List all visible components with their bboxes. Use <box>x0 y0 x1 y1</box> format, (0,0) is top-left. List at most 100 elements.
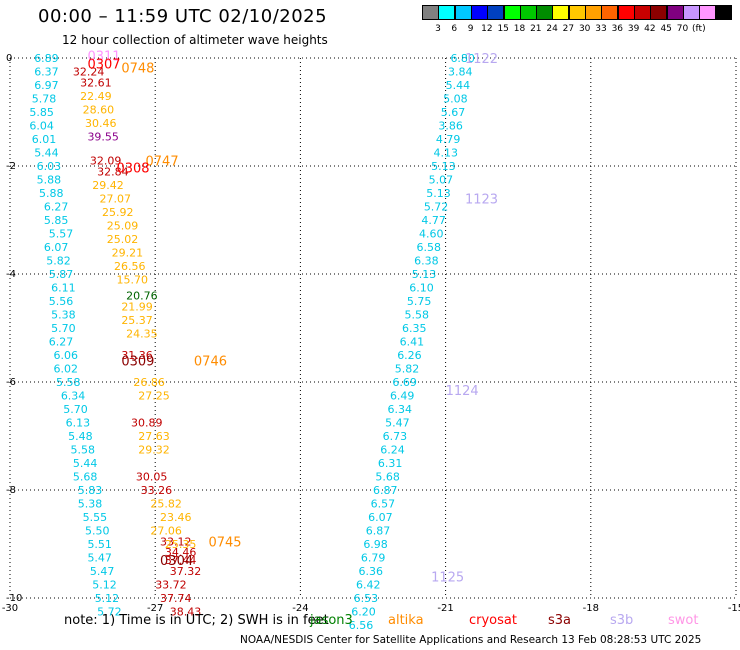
wave-height-value: 5.68 <box>375 471 400 484</box>
wave-height-value: 25.92 <box>102 206 133 219</box>
wave-height-value: 6.07 <box>368 511 393 524</box>
wave-height-value: 33.12 <box>160 535 192 548</box>
x-tick-label: -30 <box>2 603 18 614</box>
wave-height-value: 5.82 <box>395 363 420 376</box>
pass-time-label: 0748 <box>121 62 154 77</box>
wave-height-value: 6.37 <box>34 66 59 79</box>
colorbar-label: 70 <box>676 24 689 34</box>
footer-note: note: 1) Time is in UTC; 2) SWH is in fe… <box>64 613 329 628</box>
wave-height-value: 5.82 <box>46 255 71 268</box>
wave-height-value: 22.49 <box>80 90 112 103</box>
wave-height-value: 6.27 <box>44 201 69 214</box>
x-tick-label: -18 <box>583 603 599 614</box>
wave-height-value: 5.47 <box>90 565 115 578</box>
wave-height-value: 37.74 <box>160 592 192 605</box>
wave-height-value: 5.88 <box>39 187 64 200</box>
wave-height-value: 6.01 <box>32 133 56 146</box>
pass-time-label: 0304 <box>160 554 193 569</box>
wave-height-value: 6.69 <box>392 376 417 389</box>
wave-height-value: 5.68 <box>73 471 98 484</box>
wave-height-value: 5.38 <box>51 309 76 322</box>
wave-height-value: 23.46 <box>160 511 192 524</box>
wave-height-value: 6.10 <box>409 282 434 295</box>
y-tick-label: -10 <box>6 593 22 604</box>
wave-height-value: 6.98 <box>363 538 388 551</box>
wave-height-value: 6.87 <box>366 525 391 538</box>
wave-height-value: 29.21 <box>112 246 144 259</box>
wave-height-value: 30.05 <box>136 471 168 484</box>
x-tick-label: -27 <box>147 603 163 614</box>
wave-height-value: 21.99 <box>121 300 153 313</box>
wave-height-value: 26.56 <box>114 260 146 273</box>
wave-height-value: 6.89 <box>34 52 59 65</box>
wave-height-value: 25.35 <box>165 538 197 551</box>
colorbar-label: (ft) <box>692 24 706 34</box>
wave-height-value: 6.03 <box>37 160 62 173</box>
wave-height-value: 24.35 <box>126 327 158 340</box>
wave-height-value: 5.70 <box>63 403 88 416</box>
wave-height-value: 5.44 <box>446 79 471 92</box>
wave-height-value: 25.82 <box>150 498 182 511</box>
wave-height-value: 5.72 <box>97 606 122 619</box>
wave-height-value: 6.27 <box>49 336 74 349</box>
wave-height-value: 6.80 <box>450 52 475 65</box>
wave-height-value: 5.55 <box>83 511 108 524</box>
y-tick-label: -8 <box>6 485 16 496</box>
colorbar-label: 30 <box>578 24 591 34</box>
wave-height-value: 6.73 <box>383 430 408 443</box>
colorbar-label: 15 <box>497 24 509 34</box>
x-tick-label: -21 <box>437 603 453 614</box>
colorbar-label: 12 <box>481 24 493 34</box>
colorbar-label: 27 <box>562 24 575 34</box>
legend-item-swot: swot <box>668 613 699 628</box>
x-tick-label: -24 <box>292 603 308 614</box>
y-tick-label: 0 <box>6 53 12 64</box>
wave-height-value: 34.46 <box>165 546 197 559</box>
wave-height-value: 5.88 <box>37 174 62 187</box>
wave-height-value: 5.85 <box>29 106 54 119</box>
wave-height-value: 5.48 <box>68 430 93 443</box>
colorbar-label: 33 <box>595 24 607 34</box>
wave-height-value: 5.78 <box>32 93 56 106</box>
wave-height-value: 31.36 <box>121 349 153 362</box>
wave-height-value: 6.24 <box>380 444 405 457</box>
colorbar-label: 18 <box>513 24 526 34</box>
pass-time-label: 1124 <box>446 384 479 399</box>
wave-height-value: 6.49 <box>390 390 415 403</box>
wave-height-value: 5.58 <box>71 444 96 457</box>
wave-height-value: 25.37 <box>121 314 153 327</box>
wave-height-value: 4.79 <box>436 133 461 146</box>
wave-height-value: 37.44 <box>165 554 197 567</box>
wave-height-value: 5.58 <box>56 376 80 389</box>
wave-height-value: 6.34 <box>61 390 86 403</box>
wave-height-value: 27.63 <box>138 430 170 443</box>
colorbar-label: 21 <box>530 24 542 34</box>
wave-height-value: 5.13 <box>412 268 437 281</box>
colorbar-label: 6 <box>451 24 458 34</box>
wave-height-value: 5.13 <box>431 160 456 173</box>
pass-time-label: 1123 <box>465 192 498 207</box>
wave-height-value: 29.42 <box>92 179 124 192</box>
wave-height-value: 5.07 <box>429 174 454 187</box>
wave-height-value: 6.04 <box>29 120 54 133</box>
legend-item-jason3: jason3 <box>310 613 353 628</box>
wave-height-value: 6.56 <box>349 619 374 632</box>
colorbar-label: 39 <box>627 24 640 34</box>
legend-item-cryosat: cryosat <box>469 613 517 628</box>
wave-height-value: 3.86 <box>438 120 463 133</box>
colorbar-label: 42 <box>644 24 656 34</box>
wave-height-value: 30.89 <box>131 417 163 430</box>
wave-height-value: 5.47 <box>87 552 112 565</box>
wave-height-value: 6.53 <box>354 592 379 605</box>
wave-height-value: 5.72 <box>424 201 449 214</box>
wave-height-value: 37.32 <box>170 565 202 578</box>
legend-item-s3b: s3b <box>610 613 634 628</box>
wave-height-value: 5.50 <box>85 525 110 538</box>
y-tick-label: -6 <box>6 377 16 388</box>
pass-time-label: 0309 <box>121 354 154 369</box>
wave-height-value: 5.51 <box>87 538 112 551</box>
wave-height-value: 6.57 <box>371 498 396 511</box>
wave-height-value: 27.25 <box>138 390 170 403</box>
footer-credit: NOAA/NESDIS Center for Satellite Applica… <box>240 634 702 646</box>
